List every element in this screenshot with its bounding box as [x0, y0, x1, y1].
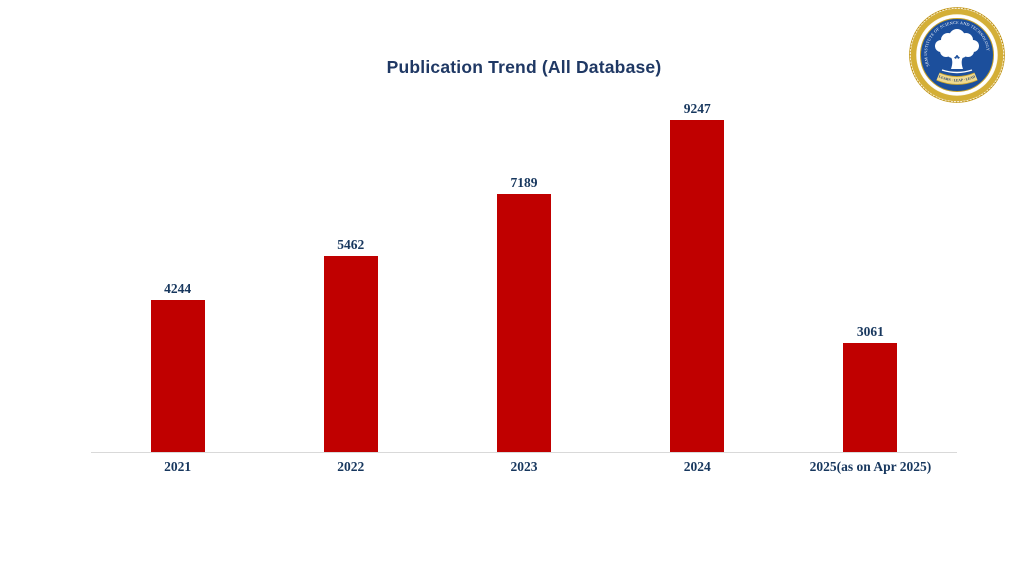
seal-gold-band — [910, 8, 1004, 102]
bar-2025(as on Apr 2025) — [843, 343, 898, 453]
tree-icon — [935, 29, 979, 74]
seal-ribbon — [936, 73, 978, 84]
seal-beaded-edge — [909, 7, 1005, 103]
bar-column: 7189 — [437, 174, 610, 453]
x-axis-line — [91, 452, 957, 453]
bar-2023 — [497, 194, 551, 453]
institution-seal-logo: SRM INSTITUTE OF SCIENCE AND TECHNOLOGY — [909, 7, 1005, 103]
bar-value-label: 3061 — [856, 323, 884, 339]
x-axis-label: 2024 — [683, 459, 711, 474]
bar-column: 5462 — [264, 236, 437, 453]
bar-value-label: 4244 — [164, 280, 192, 296]
bar-value-label: 5462 — [337, 236, 365, 252]
x-axis-labels: 2021 2022 2023 2024 2025(as on Apr 2025) — [91, 460, 957, 474]
x-axis-label: 2023 — [510, 459, 538, 474]
bar-chart-plot-area: 4244 5462 7189 9247 3061 — [91, 0, 957, 453]
bar-2024 — [670, 120, 725, 453]
x-axis-label: 2022 — [337, 459, 365, 474]
bar-2021 — [150, 300, 205, 453]
bar-value-label: 7189 — [510, 174, 538, 190]
bar-column: 9247 — [611, 100, 784, 453]
x-axis-label: 2025(as on Apr 2025) — [809, 459, 932, 474]
x-axis-label: 2021 — [164, 459, 192, 474]
bar-2022 — [323, 256, 378, 453]
chart-title: Publication Trend (All Database) — [386, 57, 662, 77]
bar-column: 3061 — [784, 323, 957, 453]
bar-value-label: 9247 — [683, 100, 711, 116]
bar-column: 4244 — [91, 280, 264, 453]
